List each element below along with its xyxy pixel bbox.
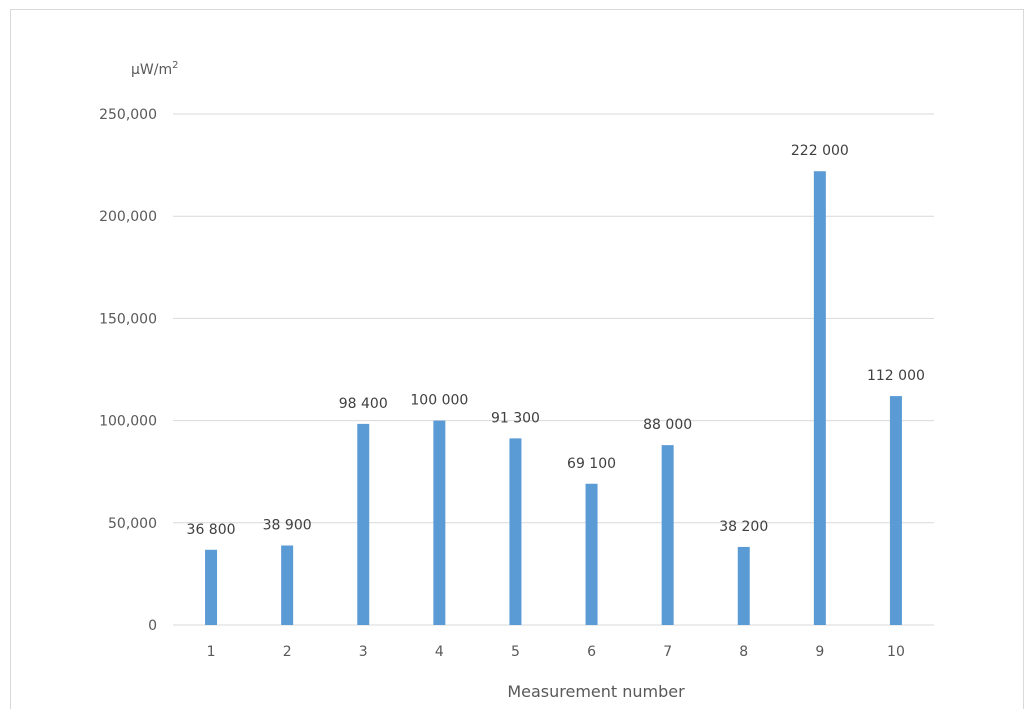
chart-frame: 36 800 38 900 98 400 100 000 91 300 69 100 88 … <box>10 9 1024 709</box>
bar <box>813 171 826 625</box>
x-tick-label: 4 <box>435 644 444 660</box>
y-axis-unit-label: μW/m2 <box>131 60 178 78</box>
x-axis-title: Measurement number <box>507 682 685 701</box>
bars <box>205 171 902 625</box>
y-tick-label: 0 <box>148 618 157 634</box>
x-tick-label: 1 <box>207 644 216 660</box>
x-tick-label: 8 <box>739 644 748 660</box>
bar-data-label: 91 300 <box>491 410 540 426</box>
bar <box>433 420 446 625</box>
bar <box>205 549 218 625</box>
y-axis-ticks: 0 50,000 100,000 150,000 200,000 250,000 <box>99 107 157 634</box>
bar-data-label: 222 000 <box>791 143 849 159</box>
bar-data-label: 112 000 <box>867 368 925 384</box>
y-tick-label: 150,000 <box>99 311 157 327</box>
y-tick-label: 250,000 <box>99 107 157 123</box>
bar-data-label: 69 100 <box>567 456 616 472</box>
bar <box>357 423 370 625</box>
bar-data-label: 36 800 <box>187 522 236 538</box>
gridlines <box>173 113 934 626</box>
bar-data-label: 38 200 <box>719 519 768 535</box>
x-tick-label: 6 <box>587 644 596 660</box>
x-axis-ticks: 1 2 3 4 5 6 7 8 9 10 <box>207 644 905 660</box>
x-tick-label: 3 <box>359 644 368 660</box>
x-tick-label: 7 <box>663 644 672 660</box>
bar-data-label: 98 400 <box>339 396 388 412</box>
bar <box>737 546 750 625</box>
bar-data-label: 100 000 <box>410 393 468 409</box>
bar <box>509 438 522 625</box>
bar <box>281 545 294 625</box>
y-tick-label: 50,000 <box>108 516 157 532</box>
bar <box>585 483 598 625</box>
y-tick-label: 100,000 <box>99 414 157 430</box>
x-tick-label: 5 <box>511 644 520 660</box>
x-tick-label: 10 <box>887 644 905 660</box>
bar <box>661 445 674 625</box>
x-tick-label: 9 <box>815 644 824 660</box>
x-tick-label: 2 <box>283 644 292 660</box>
y-tick-label: 200,000 <box>99 209 157 225</box>
data-labels: 36 800 38 900 98 400 100 000 91 300 69 100 88 … <box>187 143 925 538</box>
bar <box>889 396 902 625</box>
bar-data-label: 88 000 <box>643 417 692 433</box>
bar-data-label: 38 900 <box>263 517 312 533</box>
